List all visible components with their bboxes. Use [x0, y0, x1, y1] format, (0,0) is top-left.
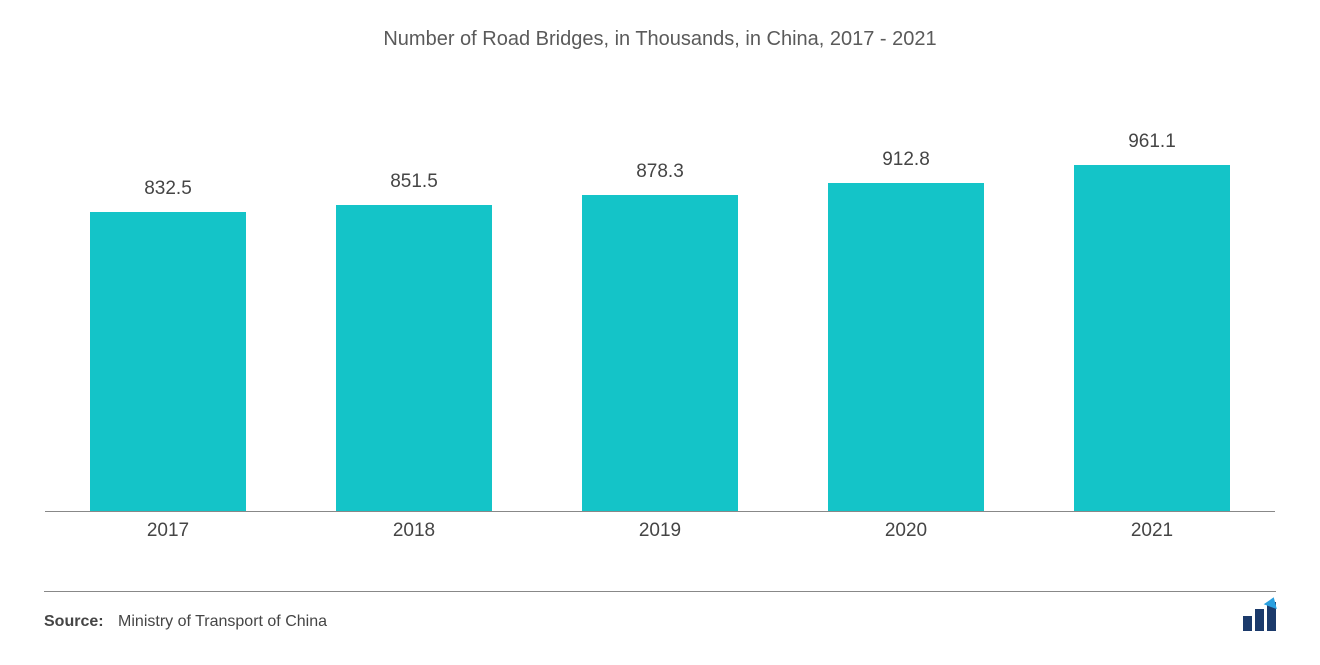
plot-area: 832.5 851.5 878.3 912.8 961.1 [45, 71, 1275, 511]
logo-bar-3 [1267, 602, 1276, 631]
footer-row: Source: Ministry of Transport of China [44, 602, 1276, 631]
source-label: Source: [44, 613, 104, 630]
bar-0 [90, 212, 246, 511]
bar-value-0: 832.5 [144, 178, 192, 200]
bar-value-4: 961.1 [1128, 131, 1176, 153]
x-label-0: 2017 [45, 520, 291, 542]
bar-1 [336, 205, 492, 511]
bar-value-2: 878.3 [636, 161, 684, 183]
x-label-1: 2018 [291, 520, 537, 542]
x-axis-line [45, 511, 1275, 512]
footer-separator [44, 591, 1276, 592]
x-axis-labels: 2017 2018 2019 2020 2021 [45, 520, 1275, 542]
x-label-2: 2019 [537, 520, 783, 542]
logo-bars-icon [1243, 602, 1276, 631]
bar-4 [1074, 165, 1230, 511]
bar-group-3: 912.8 [783, 71, 1029, 511]
bar-group-0: 832.5 [45, 71, 291, 511]
logo-accent-icon [1264, 595, 1281, 609]
source-value: Ministry of Transport of China [118, 613, 327, 630]
x-label-4: 2021 [1029, 520, 1275, 542]
logo-bar-1 [1243, 616, 1252, 631]
brand-logo [1243, 602, 1276, 631]
logo-bar-2 [1255, 609, 1264, 631]
source-text: Source: Ministry of Transport of China [44, 613, 327, 631]
bar-value-1: 851.5 [390, 171, 438, 193]
x-label-3: 2020 [783, 520, 1029, 542]
bar-2 [582, 195, 738, 511]
bar-value-3: 912.8 [882, 149, 930, 171]
bar-group-4: 961.1 [1029, 71, 1275, 511]
bar-group-2: 878.3 [537, 71, 783, 511]
bars-row: 832.5 851.5 878.3 912.8 961.1 [45, 71, 1275, 511]
chart-container: Number of Road Bridges, in Thousands, in… [0, 0, 1320, 665]
chart-title: Number of Road Bridges, in Thousands, in… [0, 28, 1320, 51]
bar-3 [828, 183, 984, 511]
bar-group-1: 851.5 [291, 71, 537, 511]
